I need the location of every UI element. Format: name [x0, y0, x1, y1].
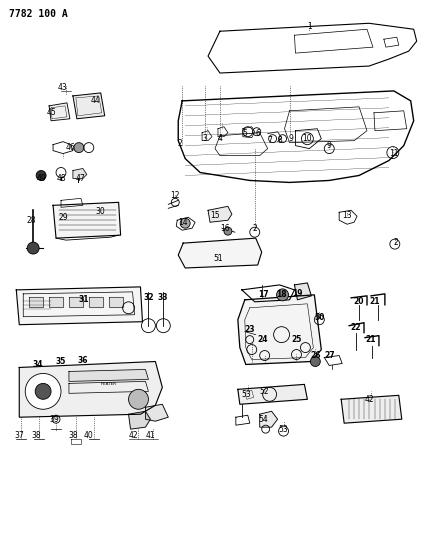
Text: 37: 37 — [15, 431, 24, 440]
Circle shape — [180, 218, 190, 228]
Text: 2: 2 — [178, 139, 183, 148]
Circle shape — [35, 383, 51, 399]
Text: 19: 19 — [292, 289, 303, 298]
Polygon shape — [238, 295, 321, 365]
Text: 38: 38 — [68, 431, 78, 440]
Text: 8: 8 — [277, 136, 282, 145]
Circle shape — [310, 357, 320, 367]
Circle shape — [128, 389, 149, 409]
Text: 26: 26 — [310, 351, 321, 360]
Text: 51: 51 — [213, 254, 223, 263]
Text: 47: 47 — [76, 174, 86, 183]
Text: 44: 44 — [91, 96, 101, 106]
Polygon shape — [178, 238, 262, 268]
Text: 31: 31 — [79, 295, 89, 304]
Text: 23: 23 — [244, 325, 255, 334]
Text: 10: 10 — [303, 134, 312, 143]
Polygon shape — [73, 168, 87, 179]
Circle shape — [27, 242, 39, 254]
Polygon shape — [49, 297, 63, 307]
Polygon shape — [238, 384, 307, 404]
Text: 41: 41 — [146, 431, 155, 440]
Text: 21: 21 — [370, 297, 380, 306]
Text: 53: 53 — [241, 390, 251, 399]
Text: 39: 39 — [49, 415, 59, 424]
Polygon shape — [49, 103, 70, 121]
Circle shape — [224, 227, 232, 235]
Text: 54: 54 — [259, 415, 268, 424]
Text: 42: 42 — [364, 395, 374, 404]
Circle shape — [276, 289, 288, 301]
Text: 2: 2 — [393, 238, 398, 247]
Text: 7: 7 — [267, 136, 272, 145]
Text: 45: 45 — [46, 108, 56, 117]
Polygon shape — [294, 283, 311, 300]
Text: 46: 46 — [66, 143, 76, 152]
Text: HEATER: HEATER — [101, 382, 117, 386]
Text: 48: 48 — [56, 174, 66, 183]
Text: 34: 34 — [33, 360, 43, 369]
Polygon shape — [146, 404, 168, 421]
Polygon shape — [16, 287, 143, 325]
Text: 1: 1 — [307, 22, 312, 31]
Text: 17: 17 — [259, 290, 269, 300]
Text: 3: 3 — [202, 134, 208, 143]
Polygon shape — [341, 395, 402, 423]
Text: 11: 11 — [389, 149, 398, 158]
Text: 9: 9 — [327, 141, 332, 150]
Text: 32: 32 — [143, 293, 154, 302]
Text: 5: 5 — [242, 129, 247, 138]
Text: 2: 2 — [253, 224, 257, 233]
Text: 20: 20 — [354, 297, 364, 306]
Polygon shape — [89, 297, 103, 307]
Text: 13: 13 — [342, 211, 352, 220]
Text: 22: 22 — [351, 323, 361, 332]
Text: 38: 38 — [31, 431, 41, 440]
Text: 12: 12 — [170, 191, 180, 200]
Text: 33: 33 — [157, 293, 168, 302]
Text: 18: 18 — [276, 290, 287, 300]
Circle shape — [36, 171, 46, 181]
Text: 24: 24 — [257, 335, 268, 344]
Text: 50: 50 — [314, 313, 324, 322]
Text: 6: 6 — [255, 129, 260, 138]
Text: 35: 35 — [56, 357, 66, 366]
Polygon shape — [260, 411, 278, 427]
Text: 27: 27 — [324, 351, 335, 360]
Text: 53: 53 — [279, 425, 288, 434]
Text: 42: 42 — [129, 431, 138, 440]
Text: 14: 14 — [178, 218, 188, 227]
Text: 28: 28 — [27, 216, 36, 225]
Text: 25: 25 — [291, 335, 302, 344]
Text: 49: 49 — [36, 174, 46, 183]
Circle shape — [25, 374, 61, 409]
Circle shape — [74, 143, 84, 152]
Text: 7782 100 A: 7782 100 A — [9, 10, 68, 19]
Polygon shape — [29, 297, 43, 307]
Polygon shape — [19, 361, 162, 417]
Text: 16: 16 — [220, 224, 230, 233]
Text: 52: 52 — [260, 387, 270, 396]
Text: 4: 4 — [217, 134, 223, 143]
Text: 30: 30 — [96, 207, 106, 216]
Text: 36: 36 — [77, 356, 88, 365]
Polygon shape — [69, 369, 149, 382]
Polygon shape — [128, 411, 150, 429]
Text: 9: 9 — [288, 134, 293, 143]
Polygon shape — [69, 297, 83, 307]
Polygon shape — [53, 203, 121, 238]
Text: 40: 40 — [84, 431, 94, 440]
Polygon shape — [73, 93, 105, 119]
Polygon shape — [208, 206, 232, 222]
Text: 21: 21 — [366, 335, 376, 344]
Text: 15: 15 — [210, 211, 220, 220]
Polygon shape — [109, 297, 122, 307]
Text: 29: 29 — [58, 213, 68, 222]
Text: 43: 43 — [58, 84, 68, 92]
